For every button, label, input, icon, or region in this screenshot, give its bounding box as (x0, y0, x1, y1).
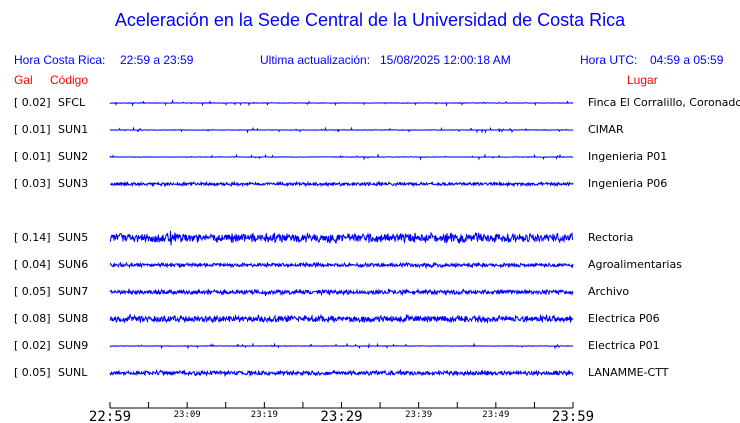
station-gal: [ 0.14] (14, 231, 51, 244)
axis-tick-label: 23:49 (482, 410, 509, 420)
station-place: LANAMME-CTT (588, 366, 669, 379)
waveform-SUN6 (109, 261, 574, 270)
station-gal: [ 0.01] (14, 150, 51, 163)
waveform-SUN3 (109, 180, 574, 188)
station-place: Ingenieria P01 (588, 150, 668, 163)
station-place: Electrica P06 (588, 312, 660, 325)
local-time-range: 22:59 a 23:59 (120, 53, 194, 67)
waveform-SUN1 (109, 126, 574, 134)
utc-time-range: 04:59 a 05:59 (650, 53, 724, 67)
axis-tick-label: 23:59 (552, 409, 594, 423)
station-gal: [ 0.01] (14, 123, 51, 136)
station-code: SUN9 (58, 339, 89, 352)
station-code: SUN3 (58, 177, 89, 190)
station-code: SUN8 (58, 312, 89, 325)
station-place: Rectoria (588, 231, 634, 244)
station-code: SUNL (58, 366, 88, 379)
waveform-SUNL (109, 368, 574, 378)
axis-tick-label: 23:19 (251, 410, 278, 420)
station-code: SUN2 (58, 150, 89, 163)
station-place: Finca El Corralillo, Coronado (588, 96, 740, 109)
station-place: CIMAR (588, 123, 624, 136)
code-column-header: Código (50, 73, 89, 87)
station-code: SUN1 (58, 123, 89, 136)
station-gal: [ 0.05] (14, 366, 51, 379)
local-time-label: Hora Costa Rica: (14, 53, 106, 67)
station-code: SUN7 (58, 285, 89, 298)
station-gal: [ 0.02] (14, 96, 51, 109)
axis-tick-label: 23:39 (405, 410, 432, 420)
gal-column-header: Gal (14, 73, 33, 87)
station-code: SFCL (58, 96, 86, 109)
waveform-SFCL (109, 99, 574, 107)
station-place: Ingenieria P06 (588, 177, 668, 190)
axis-tick-label: 23:29 (320, 409, 362, 423)
page-title: Aceleración en la Sede Central de la Uni… (114, 10, 626, 30)
waveform-SUN5 (109, 230, 574, 246)
station-gal: [ 0.05] (14, 285, 51, 298)
station-gal: [ 0.04] (14, 258, 51, 271)
update-label: Ultima actualización: (260, 53, 371, 67)
station-place: Archivo (588, 285, 630, 298)
waveform-SUN7 (109, 287, 574, 297)
waveform-SUN9 (109, 342, 574, 350)
utc-time-label: Hora UTC: (580, 53, 638, 67)
station-gal: [ 0.03] (14, 177, 51, 190)
station-gal: [ 0.08] (14, 312, 51, 325)
station-place: Agroalimentarias (588, 258, 682, 271)
waveform-SUN2 (109, 153, 574, 161)
station-code: SUN5 (58, 231, 89, 244)
axis-tick-label: 23:09 (174, 410, 201, 420)
station-place: Electrica P01 (588, 339, 660, 352)
station-code: SUN6 (58, 258, 89, 271)
axis-tick-label: 22:59 (89, 409, 131, 423)
place-column-header: Lugar (627, 73, 658, 87)
update-value: 15/08/2025 12:00:18 AM (380, 53, 511, 67)
waveform-SUN8 (109, 313, 574, 324)
station-gal: [ 0.02] (14, 339, 51, 352)
